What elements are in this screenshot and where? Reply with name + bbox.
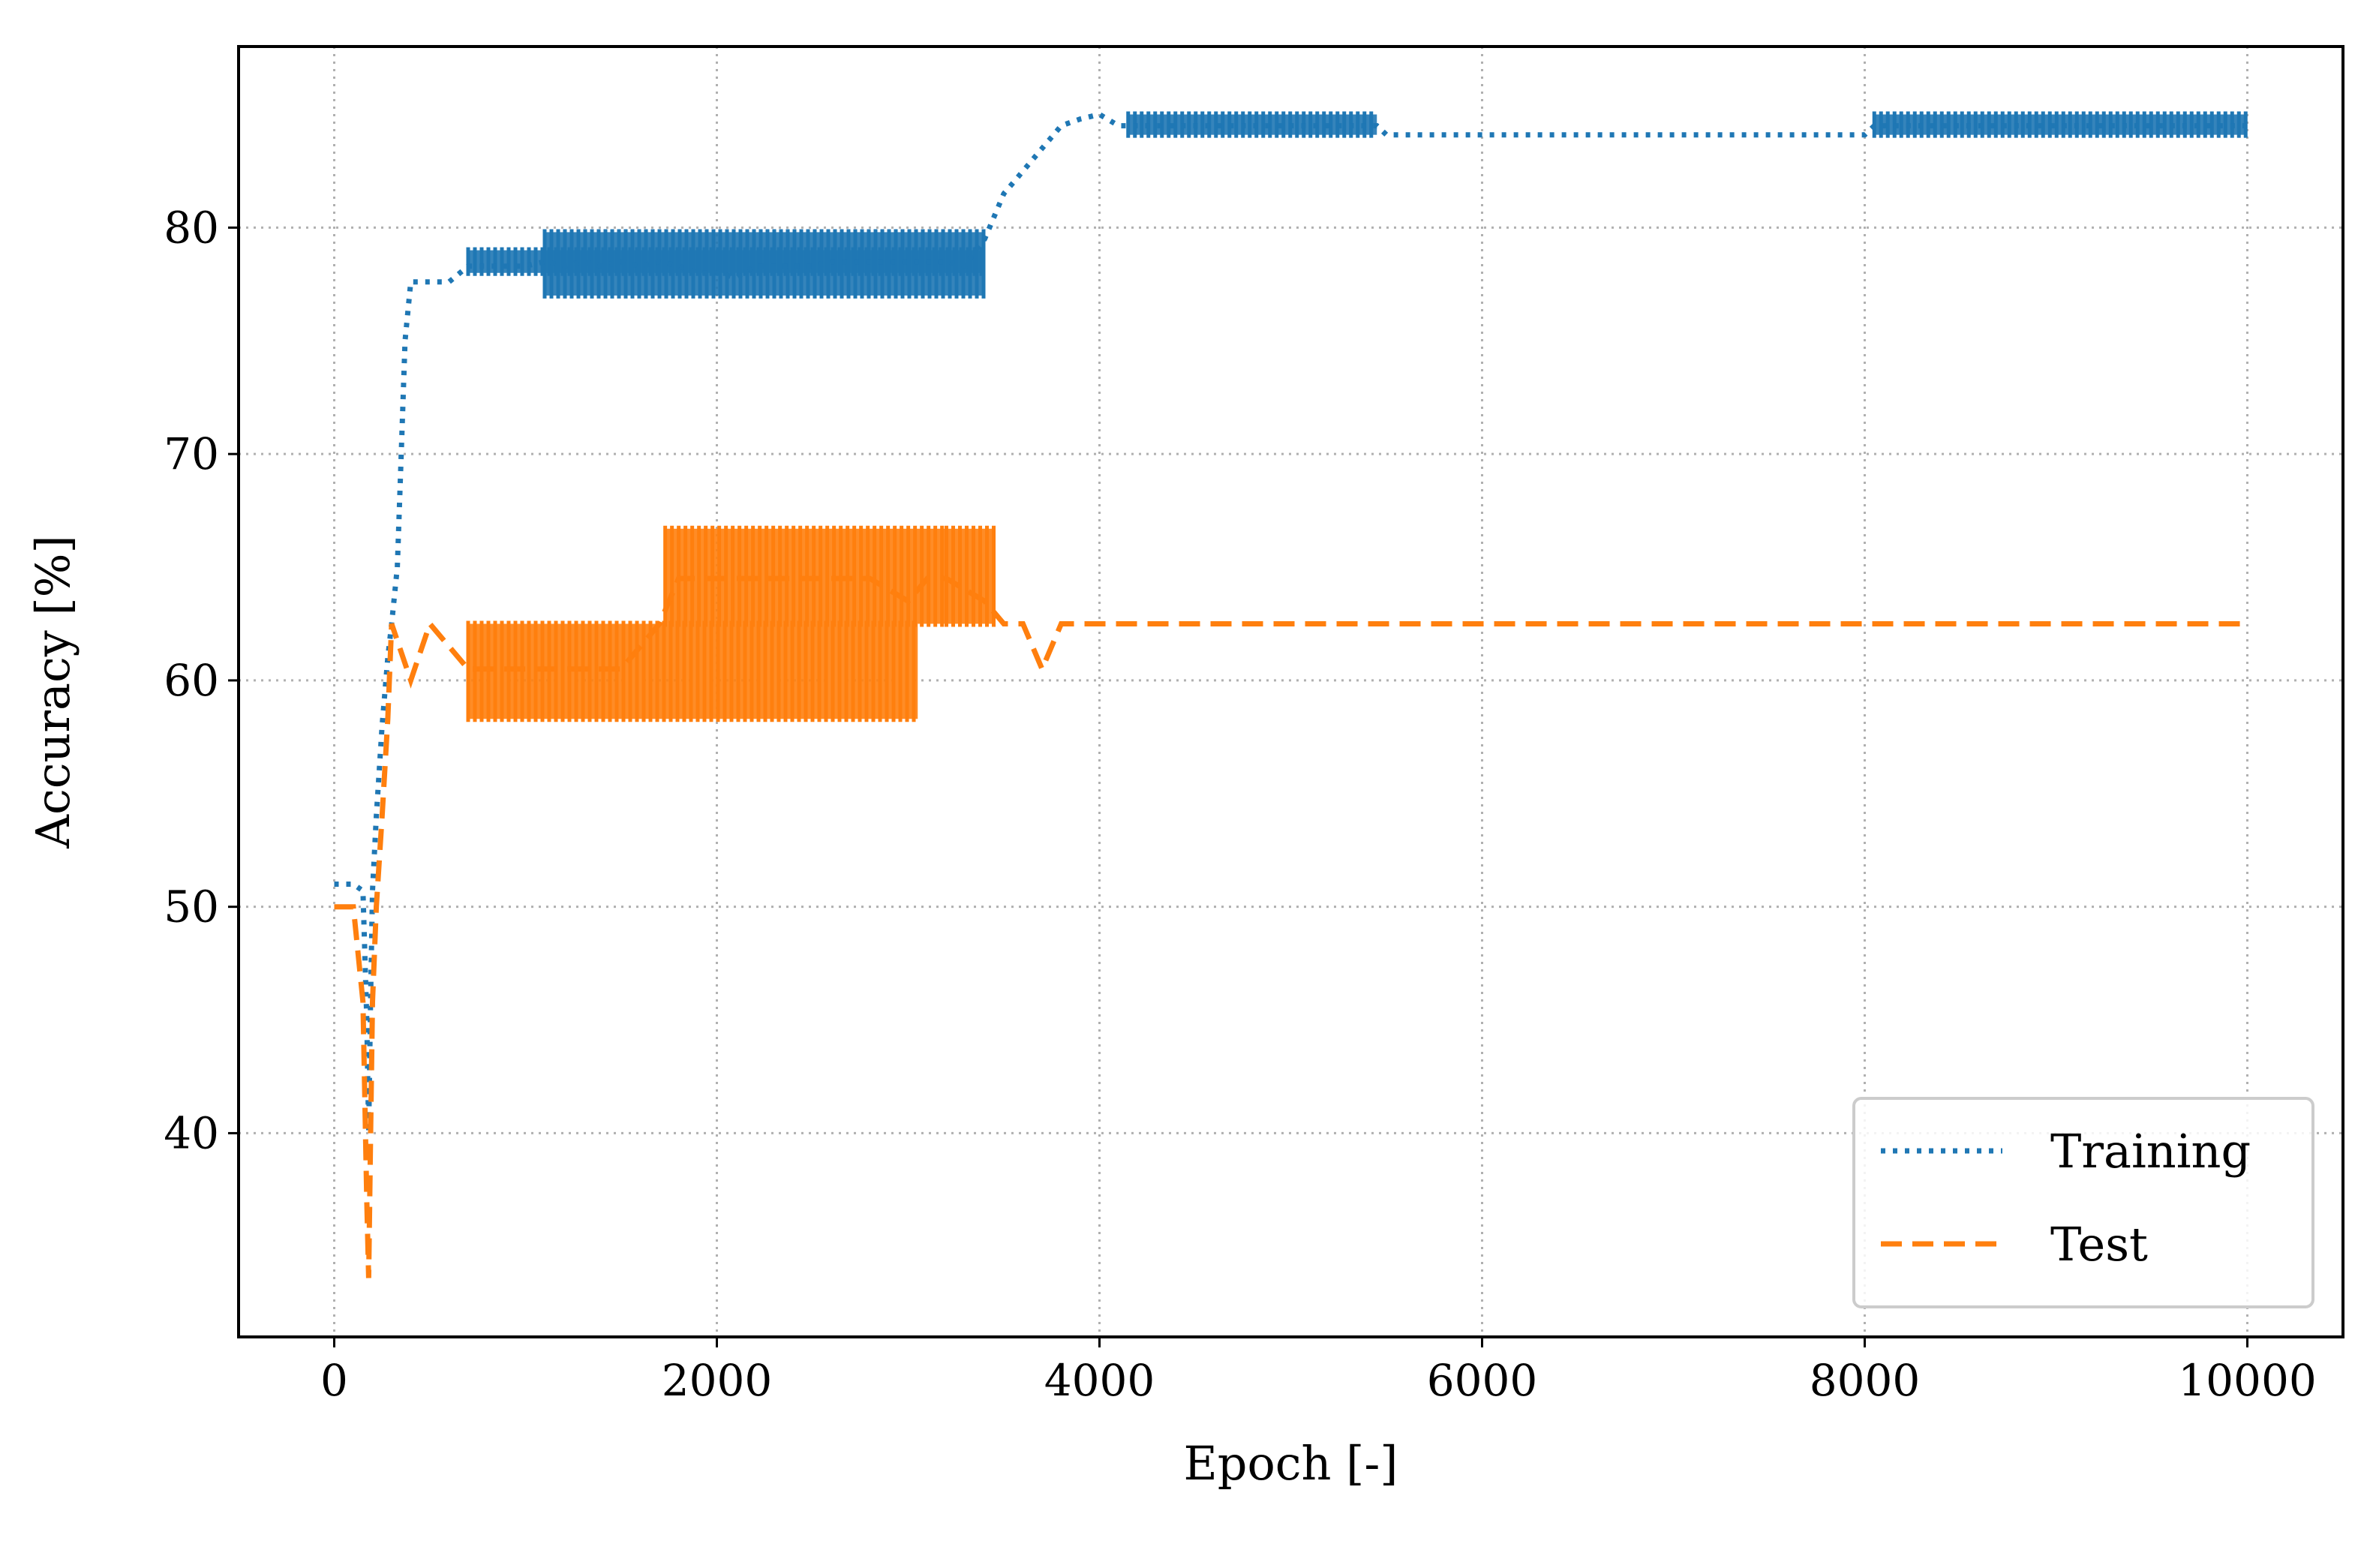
x-axis-ticks: 0 2000 4000 6000 8000 10000 [320,1337,2317,1406]
plot-frame [237,45,2344,1338]
x-tick-label: 2000 [662,1355,773,1406]
y-tick-label: 70 [164,428,219,479]
x-tick-label: 8000 [1810,1355,1921,1406]
legend: Training Test [1852,1097,2314,1308]
y-axis-label: Accuracy [%] [26,535,80,849]
y-axis-ticks: 40 50 60 70 80 [164,202,239,1158]
legend-label-test: Test [2050,1217,2148,1272]
x-axis-label: Epoch [-] [1184,1436,1398,1491]
band-test-6 [945,525,996,627]
legend-label-training: Training [2050,1124,2251,1179]
data-bands [466,111,2248,722]
band-test-4 [466,620,918,722]
y-tick-label: 50 [164,882,219,933]
x-tick-label: 4000 [1044,1355,1155,1406]
y-tick-label: 80 [164,202,219,253]
y-tick-label: 60 [164,655,219,706]
x-tick-label: 10000 [2178,1355,2317,1406]
x-tick-label: 0 [320,1355,348,1406]
x-tick-label: 6000 [1427,1355,1538,1406]
y-tick-label: 40 [164,1107,219,1158]
